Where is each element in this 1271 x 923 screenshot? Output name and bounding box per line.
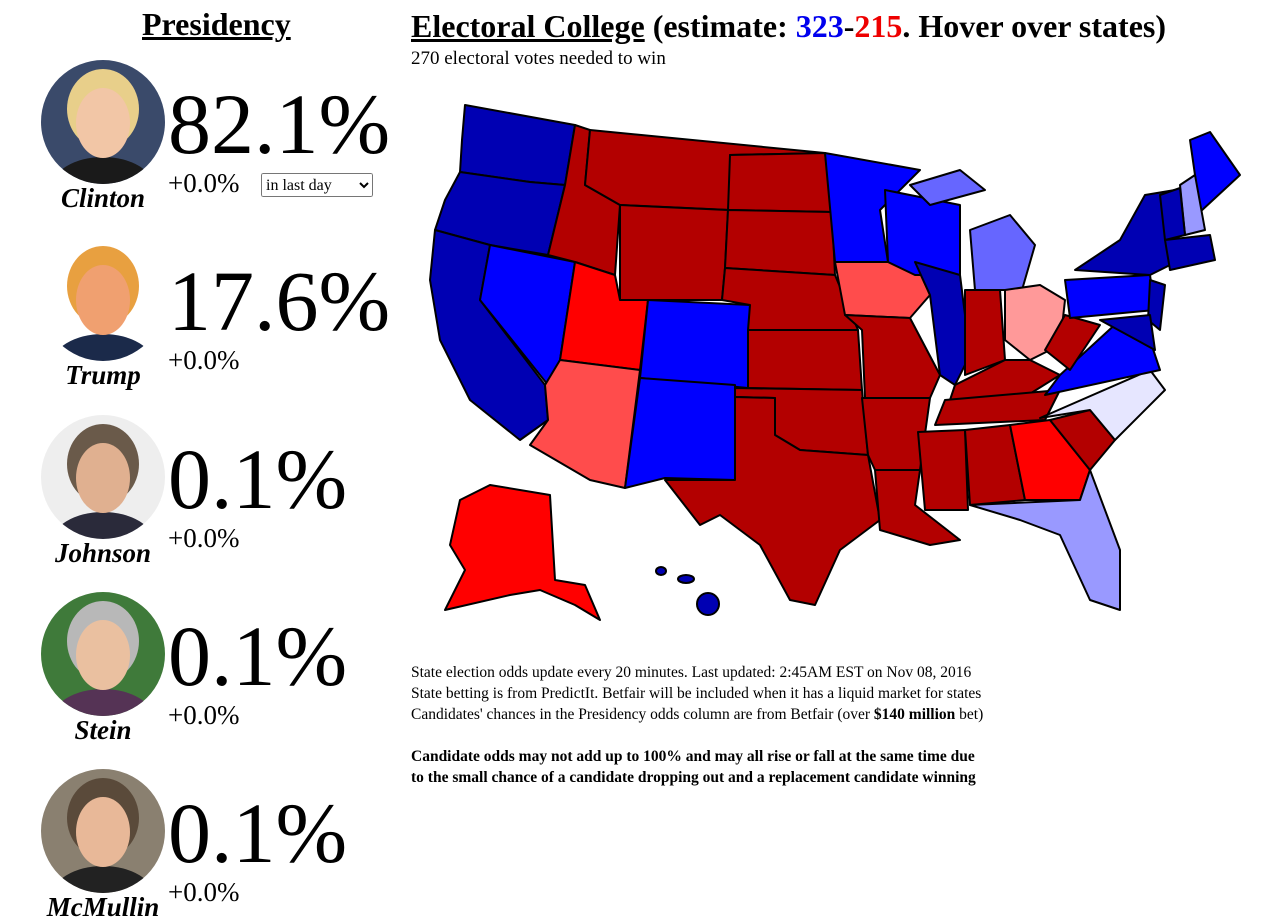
body — [51, 688, 155, 716]
state[interactable] — [727, 152, 833, 213]
candidate-change: +0.0% — [168, 699, 240, 730]
state[interactable] — [1164, 234, 1216, 271]
candidate-odds: 0.1% — [168, 607, 348, 704]
state[interactable] — [909, 169, 986, 206]
state[interactable] — [619, 204, 729, 301]
warning-line: Candidate odds may not add up to 100% an… — [411, 748, 975, 765]
state[interactable] — [969, 469, 1121, 611]
candidate-name: Stein — [74, 714, 132, 745]
state[interactable] — [1147, 279, 1166, 331]
state[interactable] — [677, 574, 695, 584]
electoral-title: Electoral College — [411, 8, 645, 44]
state[interactable] — [1044, 314, 1101, 371]
state[interactable] — [1039, 369, 1166, 441]
electoral-heading: Electoral College (estimate: 323-215. Ho… — [411, 8, 1166, 45]
candidate-photo — [41, 591, 165, 716]
state[interactable] — [639, 299, 751, 389]
candidate-name: Clinton — [60, 183, 146, 213]
state[interactable] — [884, 189, 961, 276]
face — [76, 442, 130, 513]
note-line: Candidates' chances in the Presidency od… — [411, 704, 983, 725]
body — [51, 334, 155, 362]
rep-votes: 215 — [854, 8, 903, 44]
note-line: State betting is from PredictIt. Betfair… — [411, 685, 982, 702]
body — [51, 157, 155, 184]
face — [76, 619, 130, 690]
note-text: Candidates' chances in the Presidency od… — [411, 706, 874, 723]
photo — [41, 237, 165, 362]
state[interactable] — [874, 469, 961, 546]
body — [51, 866, 155, 894]
state[interactable] — [969, 214, 1036, 291]
candidate-change: +0.0% — [168, 522, 240, 553]
warning-line: to the small chance of a candidate dropp… — [411, 769, 976, 786]
candidate-name: McMullin — [46, 892, 160, 923]
state[interactable] — [1159, 187, 1186, 241]
state[interactable] — [1189, 131, 1241, 213]
candidate-photo — [41, 60, 165, 184]
note-line: State election odds update every 20 minu… — [411, 664, 972, 681]
photo — [41, 769, 165, 894]
subtitle: 270 electoral votes needed to win — [411, 48, 666, 69]
state[interactable] — [444, 484, 601, 621]
state[interactable] — [664, 396, 881, 606]
state[interactable] — [1099, 314, 1156, 351]
state[interactable] — [824, 152, 921, 263]
candidate-photo — [41, 237, 165, 362]
candidate-odds: 17.6% — [168, 253, 391, 350]
note-bold: $140 million — [873, 706, 956, 723]
estimate-suffix: . Hover over states) — [902, 8, 1166, 44]
candidate-change: +0.0% — [168, 877, 240, 908]
states — [429, 104, 1241, 621]
face — [76, 797, 130, 868]
photo — [41, 414, 165, 539]
candidate-change: +0.0% — [168, 345, 240, 376]
body — [51, 511, 155, 539]
face — [76, 88, 130, 158]
state[interactable] — [917, 429, 969, 511]
note-text: bet) — [955, 706, 984, 723]
separator: - — [843, 8, 855, 44]
estimate-prefix: (estimate: — [652, 8, 796, 44]
period-select[interactable]: in last day — [261, 173, 373, 197]
us-map — [429, 104, 1241, 621]
photo — [41, 591, 165, 716]
state[interactable] — [696, 592, 720, 616]
candidate-name: Johnson — [54, 537, 152, 568]
state[interactable] — [1064, 274, 1156, 319]
state[interactable] — [655, 566, 667, 576]
face — [76, 265, 130, 336]
candidate-change: +0.0% — [168, 168, 240, 198]
state[interactable] — [1044, 319, 1161, 396]
candidate-odds: 0.1% — [168, 785, 348, 882]
presidency-title: Presidency — [142, 6, 291, 42]
candidate-photo — [41, 769, 165, 894]
candidate-name: Trump — [65, 360, 141, 391]
state[interactable] — [724, 209, 836, 276]
candidate-odds: 82.1% — [168, 76, 391, 172]
state[interactable] — [747, 329, 863, 391]
candidate-photo — [41, 414, 165, 539]
state[interactable] — [459, 104, 576, 186]
candidate-odds: 0.1% — [168, 430, 348, 527]
dem-votes: 323 — [795, 8, 844, 44]
state[interactable] — [624, 377, 736, 489]
notes: State election odds update every 20 minu… — [411, 662, 983, 788]
photo — [41, 60, 165, 184]
